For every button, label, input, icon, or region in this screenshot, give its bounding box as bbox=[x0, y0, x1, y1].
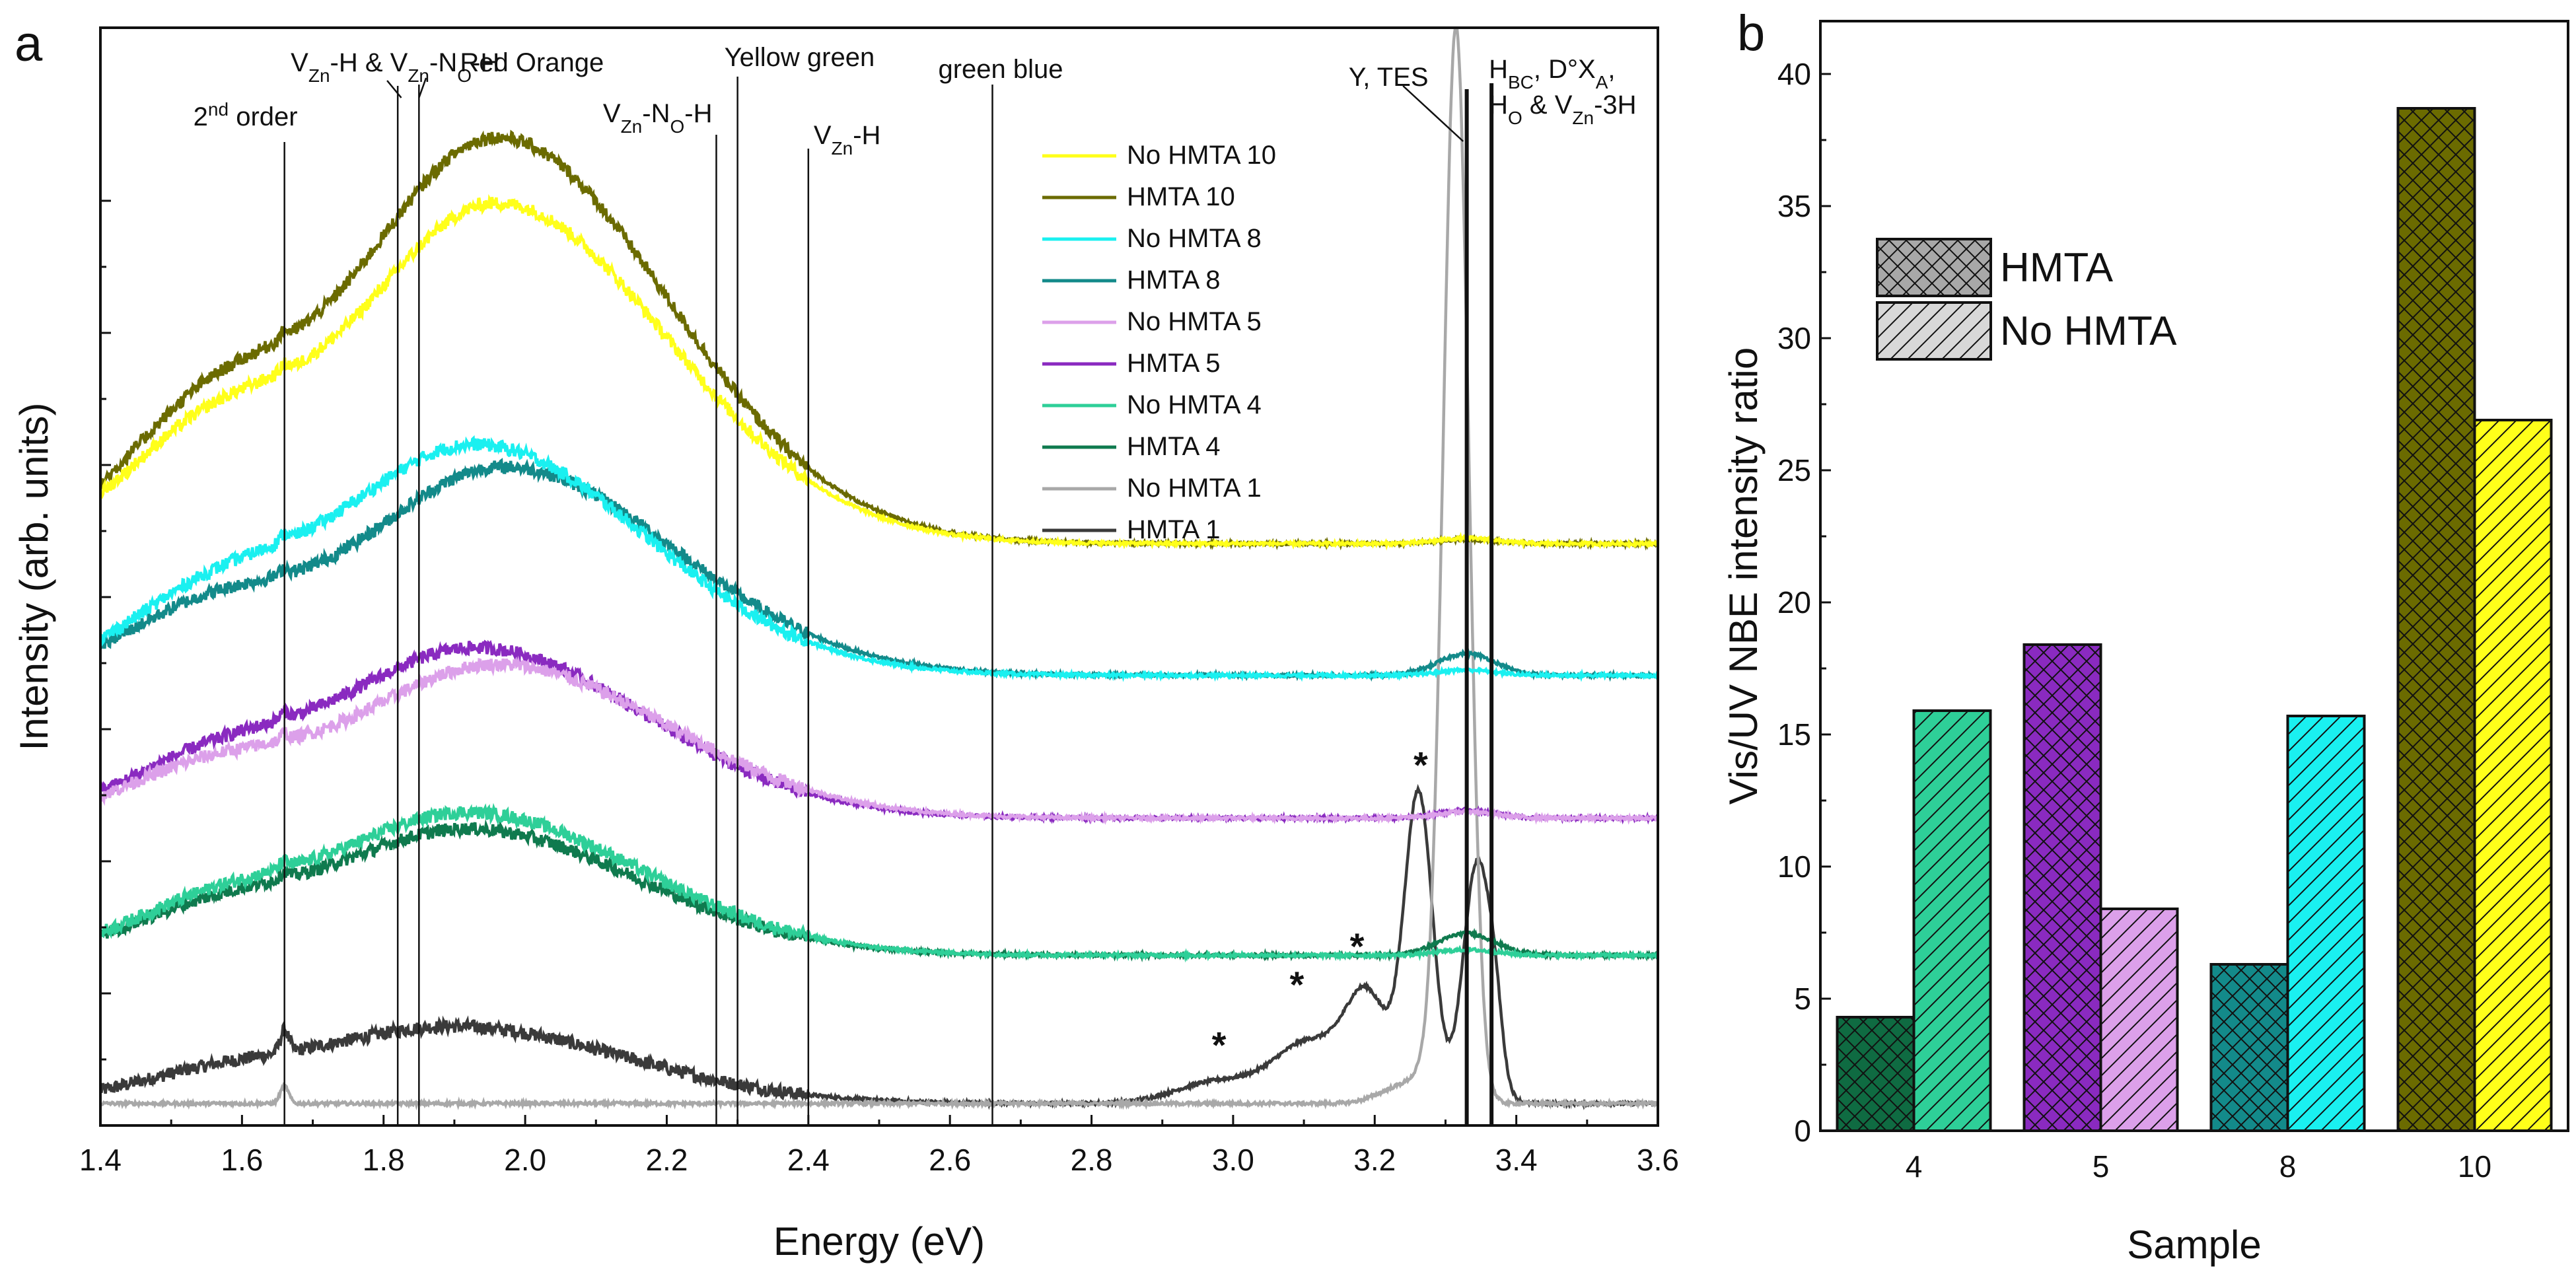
star-marker: * bbox=[1350, 925, 1365, 967]
x-tick-label: 2.6 bbox=[929, 1143, 971, 1177]
bar-pattern bbox=[2209, 963, 2289, 1132]
y-tick-label: 25 bbox=[1777, 453, 1811, 487]
legend-swatch-pattern bbox=[1876, 238, 1992, 297]
series-line bbox=[100, 783, 1658, 1110]
bar-pattern bbox=[2286, 715, 2366, 1132]
annotation-label: VZn-NO-H bbox=[603, 99, 713, 137]
series-line bbox=[100, 458, 1658, 682]
x-tick-label: 5 bbox=[2093, 1149, 2110, 1184]
star-marker: * bbox=[1289, 964, 1304, 1005]
panel-b-letter: b bbox=[1737, 5, 1765, 61]
bar-pattern bbox=[2022, 643, 2102, 1132]
x-tick-label: 3.0 bbox=[1212, 1143, 1254, 1177]
y-tick-label: 15 bbox=[1777, 717, 1811, 752]
x-tick-label: 4 bbox=[1906, 1149, 1923, 1184]
y-tick-label: 30 bbox=[1777, 321, 1811, 355]
panel-a-frame bbox=[99, 26, 1659, 1127]
panel-a-letter: a bbox=[15, 16, 43, 72]
series-line bbox=[100, 194, 1658, 551]
x-tick-label: 2.8 bbox=[1071, 1143, 1113, 1177]
x-tick-label: 8 bbox=[2279, 1149, 2297, 1184]
series-line bbox=[100, 28, 1658, 1111]
legend-label: No HMTA bbox=[2000, 308, 2177, 354]
legend-label: No HMTA 5 bbox=[1127, 307, 1262, 336]
legend-label: No HMTA 8 bbox=[1127, 224, 1262, 253]
panel-b-y-axis-label: Vis/UV NBE intensity ratio bbox=[1721, 347, 1766, 805]
y-tick-label: 20 bbox=[1777, 585, 1811, 620]
legend-label: HMTA bbox=[2000, 245, 2114, 291]
series-line bbox=[100, 655, 1658, 825]
annotation-label: 2nd order bbox=[194, 99, 298, 132]
star-marker: * bbox=[1413, 744, 1428, 786]
x-tick-label: 1.6 bbox=[221, 1143, 263, 1177]
legend-swatch-pattern bbox=[1876, 301, 1992, 361]
annotation-leader bbox=[418, 77, 427, 98]
legend-label: No HMTA 10 bbox=[1127, 141, 1276, 170]
series-line bbox=[100, 819, 1658, 962]
x-tick-label: 3.6 bbox=[1637, 1143, 1679, 1177]
bar-pattern bbox=[2099, 908, 2179, 1132]
legend-label: HMTA 8 bbox=[1127, 266, 1221, 295]
annotation-label: VZn-H & VZn-NO-H bbox=[291, 48, 499, 86]
legend-label: HMTA 10 bbox=[1127, 182, 1235, 211]
annotation-leader bbox=[1402, 85, 1464, 142]
bar-pattern bbox=[1836, 1016, 1915, 1132]
legend-label: No HMTA 4 bbox=[1127, 390, 1262, 419]
bar-pattern bbox=[2396, 107, 2476, 1132]
panel-b-frame bbox=[1819, 20, 2569, 1132]
panel-a-x-ticks: 1.4 1.6 1.8 2.0 2.2 2.4 2.6 2.8 3.0 3.2 3.4 3.6 bbox=[79, 1115, 1679, 1177]
panel-a-legend: No HMTA 10 HMTA 10 No HMTA 8 HMTA 8 No HMTA … bbox=[1042, 141, 1276, 544]
x-tick-label: 2.2 bbox=[645, 1143, 688, 1177]
star-marker: * bbox=[1212, 1024, 1227, 1065]
bar-pattern bbox=[2473, 419, 2553, 1132]
annotation-label: HBC, D°XA, bbox=[1489, 55, 1615, 92]
panel-b-x-ticks: 4 5 8 10 bbox=[1906, 1120, 2491, 1184]
x-tick-label: 3.4 bbox=[1495, 1143, 1538, 1177]
panel-a-y-axis-label: Intensity (arb. units) bbox=[12, 403, 56, 751]
series-line bbox=[100, 435, 1658, 682]
x-tick-label: 2.4 bbox=[787, 1143, 830, 1177]
x-tick-label: 2.0 bbox=[504, 1143, 546, 1177]
y-tick-label: 35 bbox=[1777, 189, 1811, 223]
panel-b-x-axis-label: Sample bbox=[2127, 1223, 2261, 1267]
series-line bbox=[100, 802, 1658, 963]
x-tick-label: 3.2 bbox=[1353, 1143, 1396, 1177]
y-tick-label: 5 bbox=[1794, 981, 1811, 1016]
panel-b-y-ticks: 0 5 10 15 20 25 30 35 40 bbox=[1777, 57, 1831, 1148]
panel-b-bars bbox=[1836, 107, 2553, 1132]
annotation-leader bbox=[386, 80, 402, 98]
legend-label: HMTA 1 bbox=[1127, 515, 1221, 544]
panel-a-star-markers: * * * * bbox=[1212, 744, 1428, 1066]
x-tick-label: 10 bbox=[2458, 1149, 2491, 1184]
panel-a-plot-area bbox=[100, 28, 1658, 1111]
panel-b-legend: HMTA No HMTA bbox=[1876, 238, 2177, 361]
panel-a-y-ticks bbox=[100, 199, 111, 1061]
annotation-label: Y, TES bbox=[1349, 63, 1429, 92]
panel-a-annotation-lines bbox=[283, 77, 1494, 1125]
annotation-label: HO & VZn-3H bbox=[1489, 90, 1636, 128]
legend-label: HMTA 4 bbox=[1127, 432, 1221, 461]
annotation-label: Red Orange bbox=[460, 48, 604, 77]
y-tick-label: 0 bbox=[1794, 1114, 1811, 1148]
y-tick-label: 10 bbox=[1777, 849, 1811, 884]
x-tick-label: 1.8 bbox=[363, 1143, 405, 1177]
legend-label: HMTA 5 bbox=[1127, 349, 1221, 378]
annotation-label: VZn-H bbox=[814, 121, 881, 159]
panel-a-x-axis-label: Energy (eV) bbox=[773, 1219, 985, 1264]
x-tick-label: 1.4 bbox=[79, 1143, 122, 1177]
legend-label: No HMTA 1 bbox=[1127, 474, 1262, 503]
y-tick-label: 40 bbox=[1777, 57, 1811, 91]
annotation-label: green blue bbox=[938, 55, 1063, 84]
bar-pattern bbox=[1912, 709, 1992, 1132]
annotation-label: Yellow green bbox=[725, 43, 875, 72]
